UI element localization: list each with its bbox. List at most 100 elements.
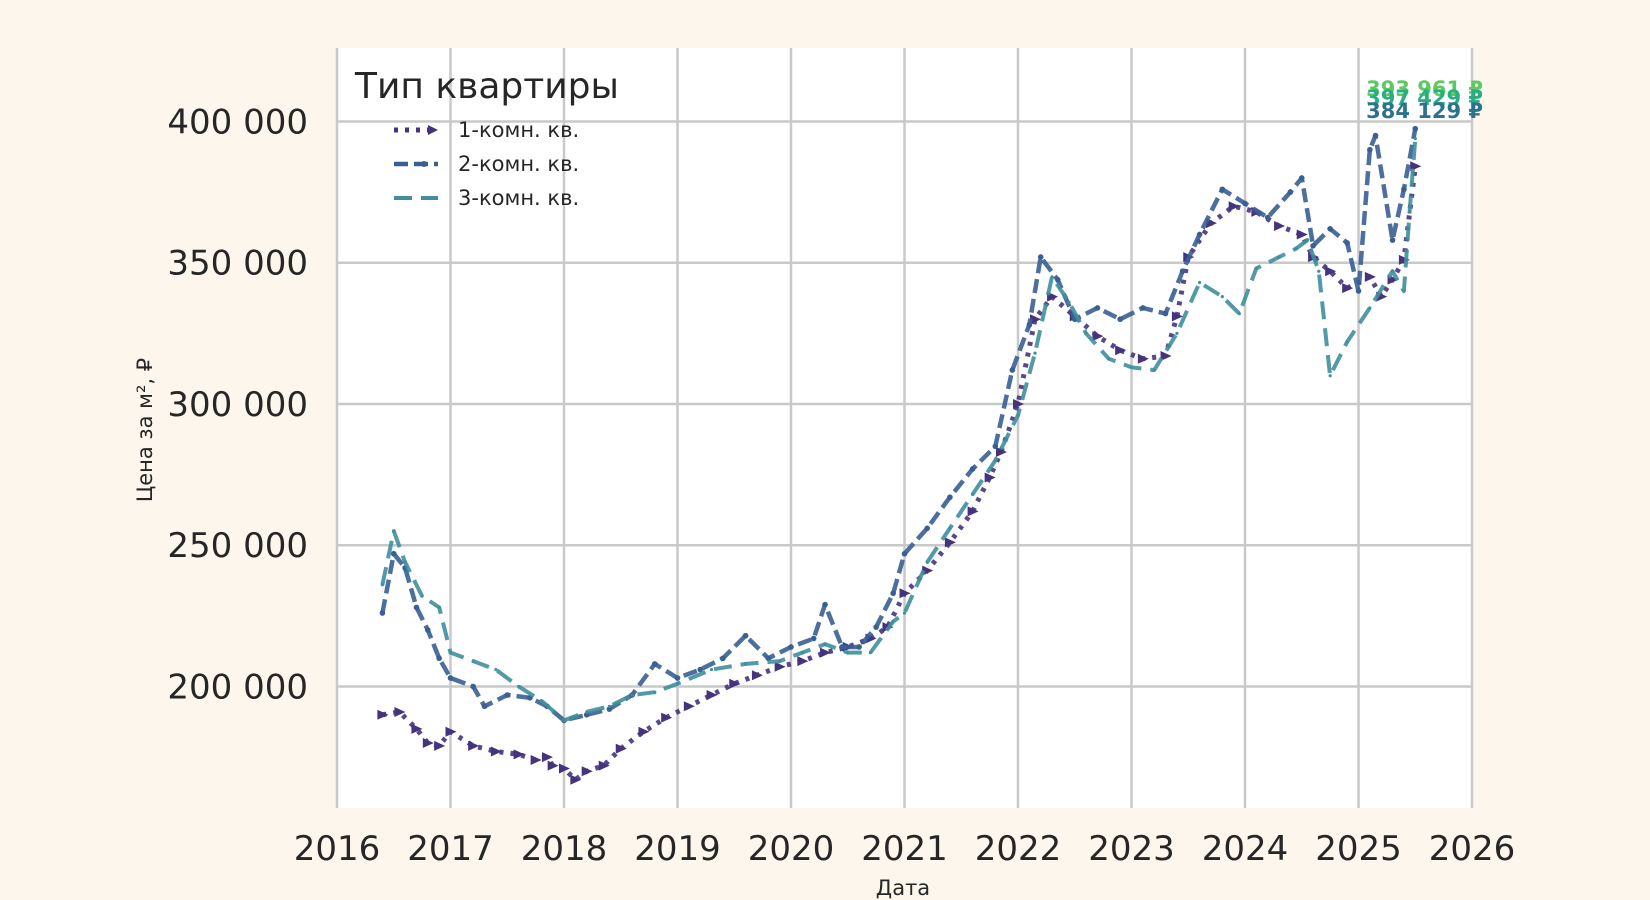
x-tick-label: 2018 <box>521 829 608 869</box>
data-point <box>377 709 389 720</box>
data-point <box>925 560 929 564</box>
data-point <box>797 656 809 667</box>
data-point <box>434 740 446 751</box>
data-point <box>615 743 627 754</box>
data-point <box>436 655 442 662</box>
data-point <box>1410 161 1422 172</box>
y-tick-label: 250 000 <box>167 526 308 566</box>
data-point <box>1054 276 1061 283</box>
x-tick-label: 2020 <box>748 829 835 869</box>
data-point <box>494 667 498 672</box>
data-point <box>1402 289 1406 293</box>
data-point <box>1179 268 1186 274</box>
data-point <box>598 760 610 771</box>
data-point <box>504 692 511 698</box>
data-point <box>562 718 566 723</box>
data-point <box>675 682 680 686</box>
data-point <box>967 506 979 517</box>
data-point <box>437 605 441 610</box>
data-point <box>392 529 396 533</box>
x-tick-label: 2026 <box>1429 829 1516 869</box>
data-point <box>800 651 804 655</box>
data-point <box>969 466 976 472</box>
legend-marker <box>428 125 438 135</box>
data-point <box>846 651 850 655</box>
x-tick-label: 2023 <box>1088 829 1175 869</box>
data-point <box>1137 353 1149 364</box>
data-point <box>823 642 827 646</box>
data-point <box>638 726 650 737</box>
data-point <box>1407 210 1412 214</box>
data-point <box>1152 368 1156 372</box>
data-point <box>1196 231 1203 238</box>
legend-label: 2-комн. кв. <box>458 152 579 176</box>
x-tick-label: 2025 <box>1315 829 1402 869</box>
data-point <box>471 659 475 663</box>
data-point <box>606 706 613 712</box>
data-point <box>1389 237 1396 243</box>
end-value-label: 397 429 ₽ <box>1366 86 1483 110</box>
data-point <box>1094 305 1101 311</box>
data-point <box>1368 306 1372 310</box>
data-point <box>1412 125 1419 132</box>
data-point <box>971 492 975 496</box>
data-point <box>1298 175 1305 181</box>
end-value-label: 393 961 ₽ <box>1366 77 1483 101</box>
data-point <box>530 754 542 765</box>
data-point <box>1242 200 1248 207</box>
data-point <box>1296 229 1308 240</box>
end-labels: 393 961 ₽397 429 ₽384 129 ₽ <box>1366 77 1483 123</box>
data-point <box>839 644 845 650</box>
legend-marker <box>421 161 427 167</box>
y-axis-label: Цена за м², ₽ <box>133 358 157 502</box>
data-point <box>1310 242 1316 249</box>
data-point <box>390 550 397 557</box>
data-point <box>1171 311 1183 322</box>
data-point <box>1033 351 1037 355</box>
legend-label: 3-комн. кв. <box>458 186 579 210</box>
legend-title: Тип квартиры <box>354 66 619 107</box>
data-point <box>1219 186 1226 193</box>
data-point <box>1140 305 1146 311</box>
data-point <box>674 675 681 681</box>
data-point <box>413 604 420 611</box>
data-point <box>1372 132 1379 139</box>
data-point <box>822 601 828 608</box>
data-point <box>1364 271 1376 282</box>
data-point <box>788 644 794 650</box>
data-point <box>948 526 952 530</box>
data-point <box>1325 266 1337 277</box>
data-point <box>481 703 488 710</box>
data-point <box>922 565 934 576</box>
end-value-label: 384 129 ₽ <box>1366 99 1483 123</box>
data-point <box>873 624 879 630</box>
series-lines <box>377 125 1422 785</box>
data-point <box>709 667 714 672</box>
data-point <box>380 583 384 587</box>
data-point <box>697 666 703 673</box>
data-point <box>1342 283 1354 294</box>
x-tick-label: 2022 <box>975 829 1062 869</box>
data-point <box>1026 322 1033 328</box>
data-point <box>1317 269 1321 273</box>
data-point <box>890 590 896 597</box>
axis-ticks: 2016 2017 2018 2019 2020 2021 2022 2023 2024 2025… <box>167 102 1515 869</box>
data-point <box>751 670 763 681</box>
data-point <box>1198 280 1202 285</box>
y-tick-label: 350 000 <box>167 244 308 284</box>
data-point <box>810 635 817 642</box>
data-point <box>992 443 999 450</box>
data-point <box>1129 365 1134 369</box>
data-point <box>1067 300 1071 304</box>
data-point <box>744 662 748 666</box>
data-point <box>585 710 589 714</box>
data-point <box>778 659 782 663</box>
data-point <box>1084 331 1088 335</box>
data-point <box>570 774 582 785</box>
data-point <box>1327 226 1333 232</box>
data-point <box>984 472 996 483</box>
data-point <box>1013 398 1024 409</box>
data-point <box>924 525 930 532</box>
data-point <box>1107 357 1111 361</box>
